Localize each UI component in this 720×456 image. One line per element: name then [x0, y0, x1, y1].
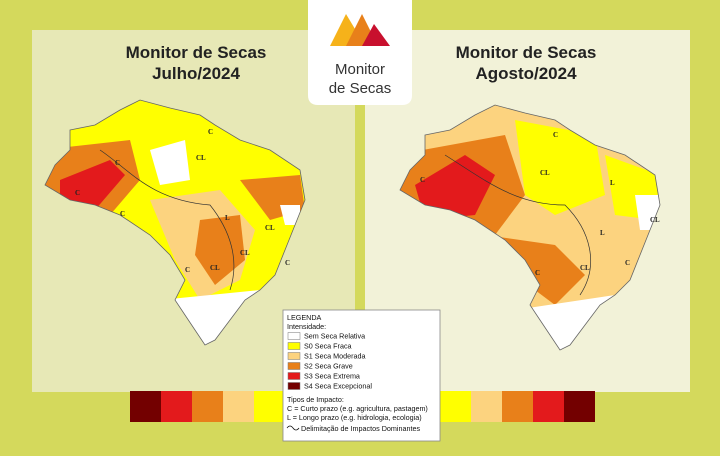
legend-label: S4 Seca Excepcional — [304, 382, 372, 391]
legend-impact: L = Longo prazo (e.g. hidrologia, ecolog… — [287, 413, 422, 422]
legend-impact: C = Curto prazo (e.g. agricultura, pasta… — [287, 404, 428, 413]
strip-cell — [161, 391, 192, 422]
legend: LEGENDA Intensidade: Tipos de Impacto: C… — [282, 309, 441, 442]
legend-label: S3 Seca Extrema — [304, 372, 360, 381]
map-title: Monitor de Secas — [456, 43, 597, 62]
strip-cell — [130, 391, 161, 422]
map-label: L — [225, 214, 230, 222]
map-label: L — [600, 229, 605, 237]
strip-cell — [223, 391, 254, 422]
strip-cell — [440, 391, 471, 422]
map-subtitle: Julho/2024 — [152, 64, 240, 83]
legend-swatch — [287, 362, 301, 370]
strip-cell — [502, 391, 533, 422]
logo-mark — [362, 24, 390, 46]
map-title: Monitor de Secas — [126, 43, 267, 62]
logo-box — [308, 0, 412, 105]
legend-swatch — [287, 342, 301, 350]
strip-cell — [564, 391, 595, 422]
map-label: C — [120, 210, 125, 218]
map-labels: C CL C C C CL L C CL C CL C CL L L C CL … — [75, 128, 660, 277]
strip-cell — [533, 391, 564, 422]
legend-swatch — [287, 382, 301, 390]
legend-heading: Tipos de Impacto: — [287, 395, 344, 404]
legend-box — [282, 309, 441, 442]
strip-cell — [254, 391, 285, 422]
map-label: CL — [196, 154, 206, 162]
legend-swatch — [287, 332, 301, 340]
color-strip — [130, 391, 595, 422]
map-label: C — [75, 189, 80, 197]
logo-text: Monitor — [335, 61, 385, 78]
map-label: C — [208, 128, 213, 136]
map-label: CL — [210, 264, 220, 272]
map-label: CL — [650, 216, 660, 224]
map-label: C — [553, 131, 558, 139]
map-label: C — [420, 176, 425, 184]
map-label: C — [285, 259, 290, 267]
legend-swatch — [287, 372, 301, 380]
legend-label: Sem Seca Relativa — [304, 332, 365, 341]
map-subtitle: Agosto/2024 — [475, 64, 577, 83]
legend-swatch — [287, 352, 301, 360]
map-label: C — [625, 259, 630, 267]
map-label: CL — [540, 169, 550, 177]
map-label: CL — [240, 249, 250, 257]
legend-heading: Intensidade: — [287, 322, 326, 331]
map-label: CL — [580, 264, 590, 272]
map-label: CL — [265, 224, 275, 232]
legend-boundary: Delimitação de Impactos Dominantes — [301, 424, 420, 433]
map-label: C — [115, 159, 120, 167]
legend-label: S1 Seca Moderada — [304, 352, 366, 361]
strip-cell — [471, 391, 502, 422]
map-label: L — [610, 179, 615, 187]
strip-cell — [192, 391, 223, 422]
legend-title: LEGENDA — [287, 313, 322, 322]
map-label: C — [185, 266, 190, 274]
boundary-icon — [286, 425, 300, 431]
legend-label: S0 Seca Fraca — [304, 342, 352, 351]
logo-text: de Secas — [329, 80, 392, 97]
legend-label: S2 Seca Grave — [304, 362, 353, 371]
map-label: C — [535, 269, 540, 277]
